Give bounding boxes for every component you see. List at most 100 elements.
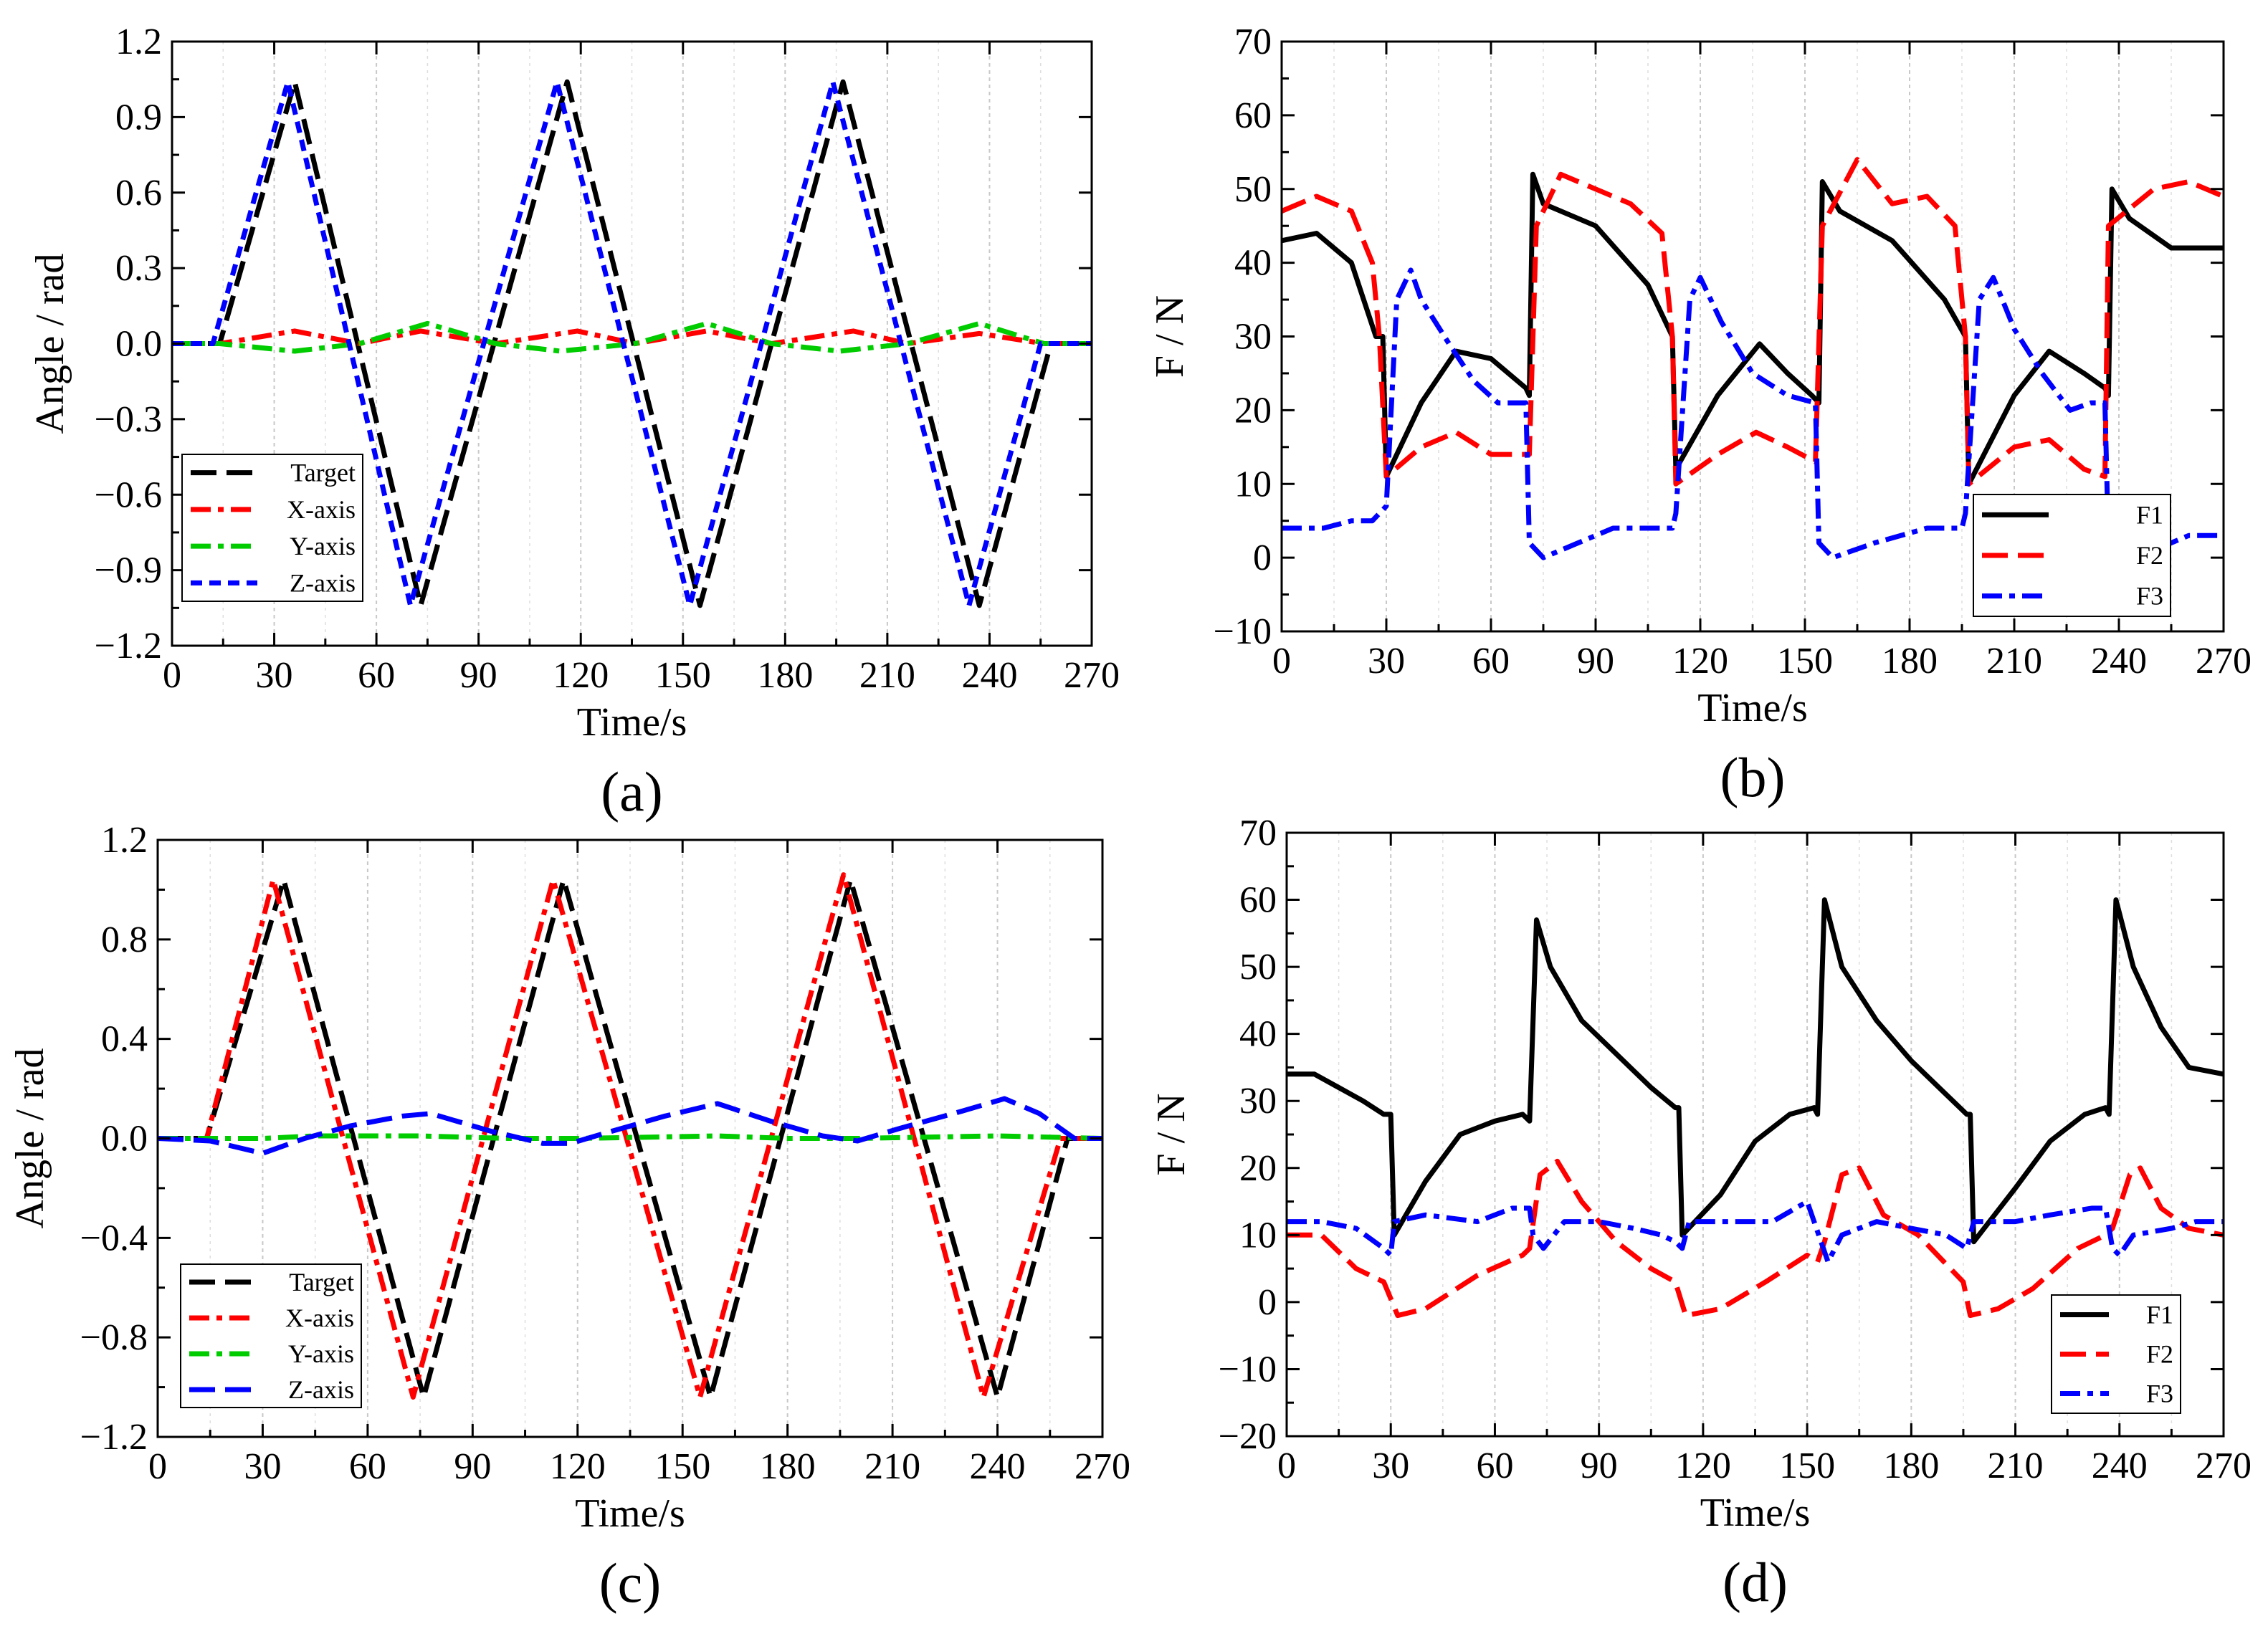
series-line-f2 [1282,157,2224,487]
x-tick-label: 30 [244,1446,281,1487]
x-tick-label: 90 [454,1446,491,1487]
x-tick-label: 30 [1368,641,1405,682]
y-tick-label: 10 [1239,1215,1277,1256]
legend-label: Target [289,1268,354,1296]
x-tick-label: 210 [859,655,915,696]
x-tick-label: 150 [654,1446,710,1487]
series-line-f3 [1282,267,2224,560]
series-line-y-axis [158,1133,1102,1141]
x-tick-label: 60 [358,655,395,696]
x-tick-label: 0 [148,1446,167,1487]
y-axis-title: Angle / rad [8,1048,52,1229]
y-tick-label: −1.2 [80,1417,148,1458]
legend-label: F2 [2136,541,2163,570]
x-tick-label: 180 [1882,641,1938,682]
panel-b-chart: 0 30 60 90 120 150 180 210 240 270−10010203040506… [1148,21,2252,808]
legend-box [181,454,363,602]
y-tick-label: 30 [1239,1081,1277,1122]
y-tick-label: −0.6 [95,474,162,515]
legend-label: X-axis [287,495,356,524]
legend-label: Y-axis [290,532,356,560]
y-tick-label: 50 [1234,169,1272,210]
legend-label: Z-axis [288,1375,354,1404]
x-tick-label: 90 [1581,1446,1618,1486]
legend-label: Y-axis [288,1339,354,1368]
x-axis-title: Time/s [575,1491,685,1536]
y-axis-title: F / N [1148,295,1192,378]
y-axis-title: Angle / rad [28,254,72,434]
legend-label: Z-axis [290,568,356,597]
x-tick-label: 0 [1277,1446,1296,1486]
x-tick-label: 90 [1577,641,1614,682]
y-tick-label: 0 [1253,537,1272,578]
x-tick-label: 60 [349,1446,386,1487]
y-axis-title: F / N [1149,1093,1193,1175]
x-tick-label: 180 [757,655,813,696]
x-tick-label: 210 [864,1446,920,1487]
x-axis-title: Time/s [1697,686,1808,730]
y-tick-label: 30 [1234,317,1272,358]
x-tick-label: 150 [1779,1446,1835,1486]
y-tick-label: 20 [1239,1148,1277,1189]
series-line-f3 [1287,1199,2224,1265]
panel-label: (d) [1723,1551,1788,1613]
panel-label: (a) [601,760,663,823]
series-line-y-axis [172,320,1092,354]
x-tick-label: 120 [550,1446,606,1487]
x-tick-label: 120 [1672,641,1728,682]
series-line-f1 [1287,897,2224,1245]
y-tick-label: 70 [1239,813,1277,854]
legend-box [180,1263,362,1408]
x-tick-label: 180 [1883,1446,1939,1486]
series-group [172,79,1092,608]
y-tick-label: −10 [1214,611,1272,652]
legend-label: Target [290,459,356,487]
series-group [158,872,1102,1400]
x-tick-label: 210 [1986,641,2042,682]
y-tick-label: 1.2 [115,21,162,62]
y-tick-label: 10 [1234,464,1272,505]
y-tick-label: 60 [1239,880,1277,921]
series-line-f2 [1287,1158,2224,1319]
panel-label: (c) [599,1552,662,1614]
legend-label: X-axis [285,1304,354,1332]
x-tick-label: 150 [1777,641,1833,682]
y-tick-label: 70 [1234,21,1272,62]
x-tick-label: 270 [1064,655,1120,696]
y-tick-label: 40 [1234,243,1272,284]
y-tick-label: 20 [1234,390,1272,431]
y-tick-label: −0.9 [95,550,162,591]
y-tick-label: 40 [1239,1014,1277,1055]
legend-label: F3 [2146,1380,2173,1408]
y-tick-label: −1.2 [95,626,162,666]
x-tick-label: 120 [1675,1446,1731,1486]
x-tick-label: 180 [760,1446,816,1487]
legend-label: F1 [2136,500,2163,529]
x-tick-label: 60 [1472,641,1510,682]
legend-label: F3 [2136,582,2163,611]
x-tick-label: 210 [1988,1446,2044,1486]
x-tick-label: 270 [2196,641,2252,682]
panel-a-chart: 0 30 60 90 120 150 180 210 240 270 −1.2 −0.9 −0.6 −0.… [28,21,1120,823]
y-tick-label: −0.3 [95,399,162,440]
y-tick-label: 0.0 [101,1119,148,1160]
y-tick-label: 0.9 [115,97,162,138]
x-tick-label: 90 [460,655,497,696]
series-line-f1 [1282,171,2224,487]
series-group [1287,897,2224,1319]
y-tick-label: 0.3 [115,248,162,289]
panel-c-chart: 0 30 60 90 120 150 180 210 240 270 −1.2 −0.8 −0.4 0.0… [8,820,1130,1614]
x-tick-label: 0 [1272,641,1291,682]
y-tick-label: −0.8 [80,1317,148,1358]
x-tick-label: 30 [256,655,293,696]
x-tick-label: 240 [970,1446,1026,1487]
x-tick-label: 0 [163,655,181,696]
x-tick-label: 150 [655,655,711,696]
y-tick-label: 1.2 [101,820,148,861]
y-tick-label: 60 [1234,95,1272,136]
legend-label: F1 [2146,1301,2173,1329]
x-tick-label: 240 [961,655,1017,696]
series-group [1282,157,2224,560]
series-line-target [158,877,1102,1400]
